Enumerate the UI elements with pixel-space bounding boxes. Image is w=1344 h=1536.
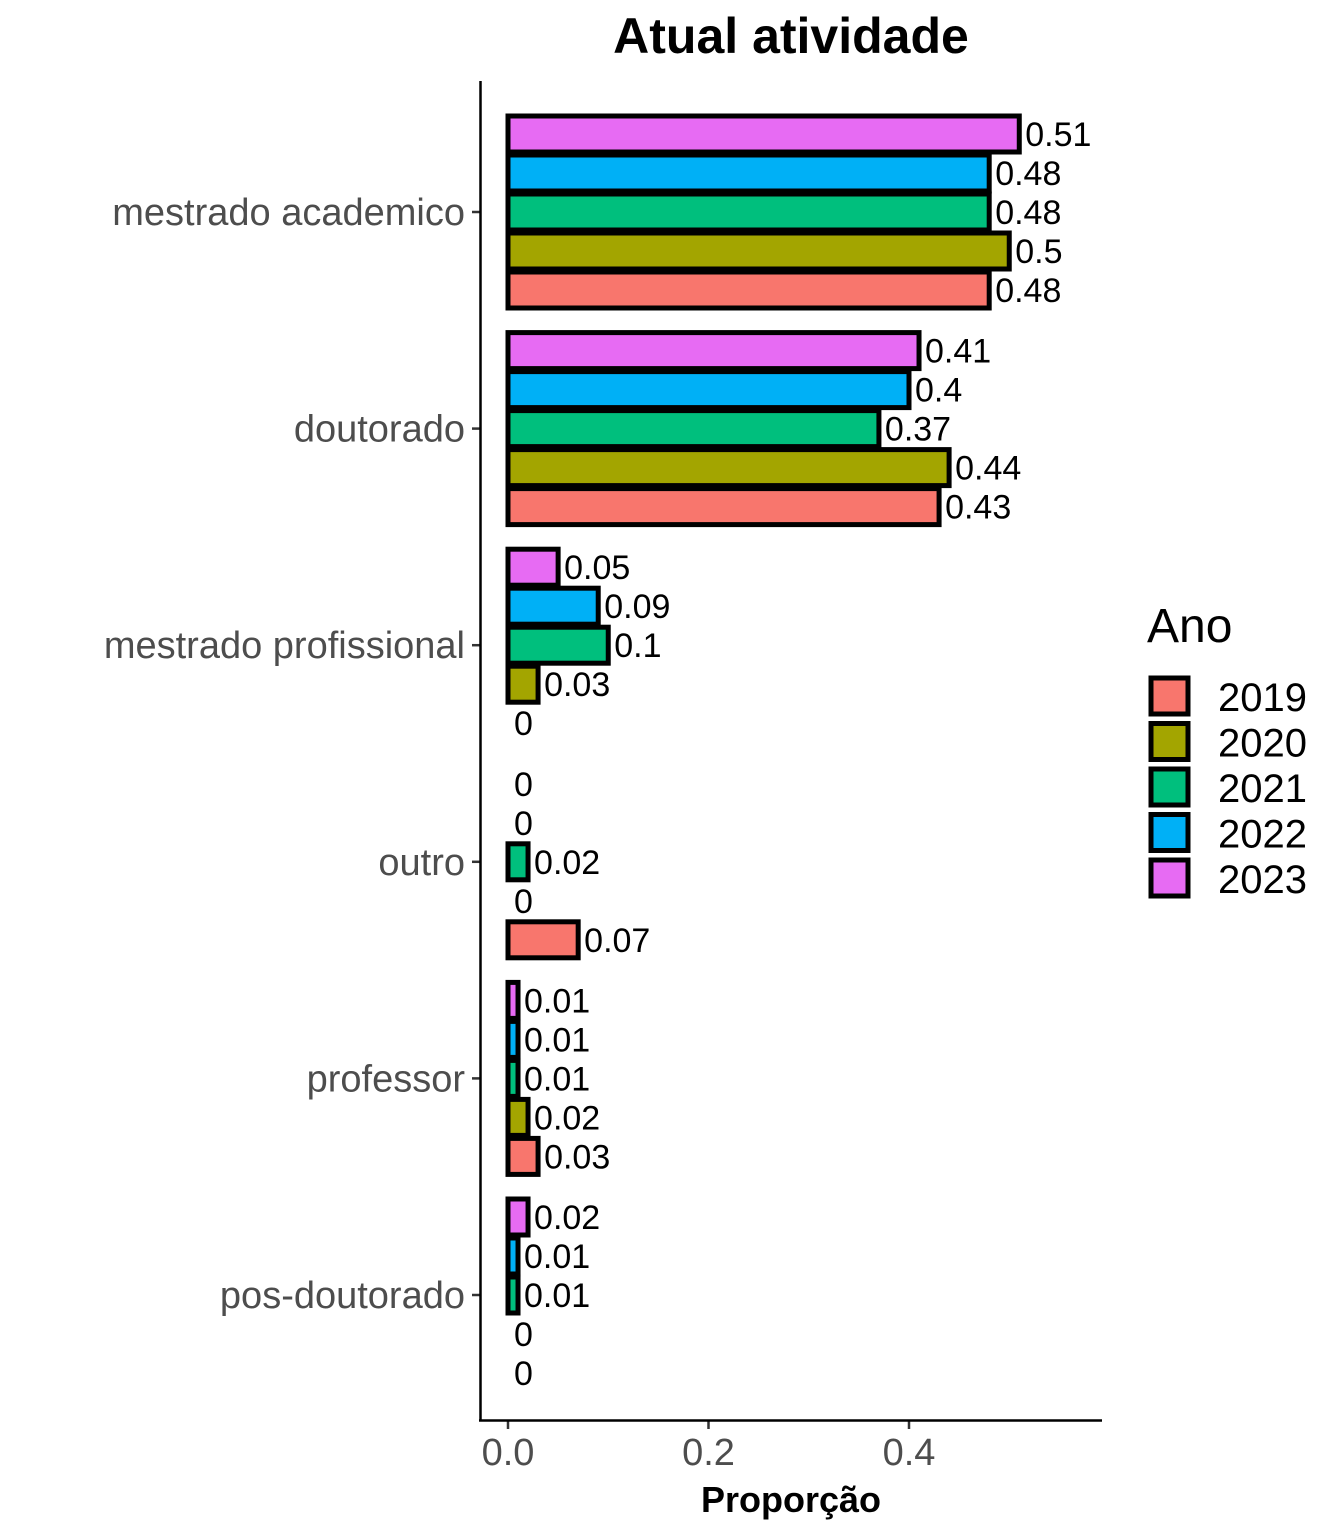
legend-label: 2022: [1218, 813, 1307, 857]
legend-key: [1148, 675, 1191, 717]
category-label: doutorado: [294, 409, 465, 451]
data-label: 0.43: [945, 489, 1011, 527]
data-label: 0.07: [584, 922, 650, 960]
legend-key: [1148, 812, 1191, 853]
x-axis-title: Proporção: [701, 1479, 881, 1520]
data-label: 0.37: [885, 411, 951, 449]
bar: [505, 447, 952, 489]
data-label: 0.01: [524, 1277, 590, 1315]
bar: [505, 486, 942, 528]
legend-label: 2021: [1218, 767, 1307, 811]
data-label: 0: [514, 1316, 533, 1354]
bar: [505, 152, 992, 194]
category-label: mestrado academico: [112, 192, 465, 234]
data-label: 0.48: [995, 155, 1061, 193]
data-label: 0.01: [524, 982, 590, 1020]
data-label: 0: [514, 883, 533, 921]
x-tick-label: 0.2: [682, 1432, 735, 1474]
plot-area: mestrado academico0.480.50.480.480.51dou…: [104, 113, 1091, 1474]
bar: [505, 663, 541, 705]
bar: [505, 979, 521, 1021]
data-label: 0: [514, 805, 533, 843]
data-label: 0: [514, 705, 533, 743]
bar: [505, 1018, 521, 1060]
bar: [505, 546, 561, 588]
bar: [505, 1096, 531, 1138]
category-label: outro: [378, 842, 465, 884]
data-label: 0.03: [544, 666, 610, 704]
data-label: 0.1: [614, 627, 661, 665]
category-label: professor: [307, 1058, 466, 1100]
data-label: 0.41: [925, 333, 991, 371]
data-label: 0.01: [524, 1238, 590, 1276]
bar: [505, 369, 912, 411]
data-label: 0.48: [995, 272, 1061, 310]
data-label: 0.4: [915, 372, 962, 410]
bar: [505, 230, 1012, 272]
data-label: 0: [514, 766, 533, 804]
legend-label: 2023: [1218, 858, 1307, 902]
data-label: 0.01: [524, 1021, 590, 1059]
data-label: 0.09: [604, 588, 670, 626]
data-label: 0.02: [534, 1199, 600, 1237]
data-label: 0.02: [534, 1099, 600, 1137]
data-label: 0.03: [544, 1138, 610, 1176]
data-label: 0.51: [1025, 116, 1091, 154]
bar: [505, 585, 601, 627]
data-label: 0.44: [955, 450, 1021, 488]
legend-key: [1148, 857, 1191, 899]
bar: [505, 1057, 521, 1099]
data-label: 0.01: [524, 1060, 590, 1098]
bar: [505, 1235, 521, 1277]
bar: [505, 1274, 521, 1316]
data-label: 0.48: [995, 194, 1061, 232]
legend-label: 2020: [1218, 722, 1307, 766]
x-tick-label: 0.4: [883, 1432, 936, 1474]
bar: [505, 269, 992, 311]
bar: [505, 191, 992, 233]
bar: [505, 113, 1022, 155]
data-label: 0.5: [1015, 233, 1062, 271]
bar: [505, 841, 531, 883]
bar: [505, 1196, 531, 1238]
data-label: 0.02: [534, 844, 600, 882]
bar: [505, 408, 882, 450]
bar: [505, 1135, 541, 1177]
legend-key: [1148, 721, 1191, 762]
legend-title: Ano: [1147, 600, 1232, 653]
bar: [505, 330, 922, 372]
data-label: 0: [514, 1355, 533, 1393]
bar: [505, 624, 611, 666]
category-label: mestrado profissional: [104, 625, 465, 667]
category-label: pos-doutorado: [220, 1275, 465, 1317]
legend-key: [1148, 766, 1191, 808]
x-tick-label: 0.0: [482, 1432, 535, 1474]
chart-title: Atual atividade: [613, 8, 969, 64]
legend-label: 2019: [1218, 676, 1307, 720]
data-label: 0.05: [564, 549, 630, 587]
bar: [505, 919, 581, 961]
